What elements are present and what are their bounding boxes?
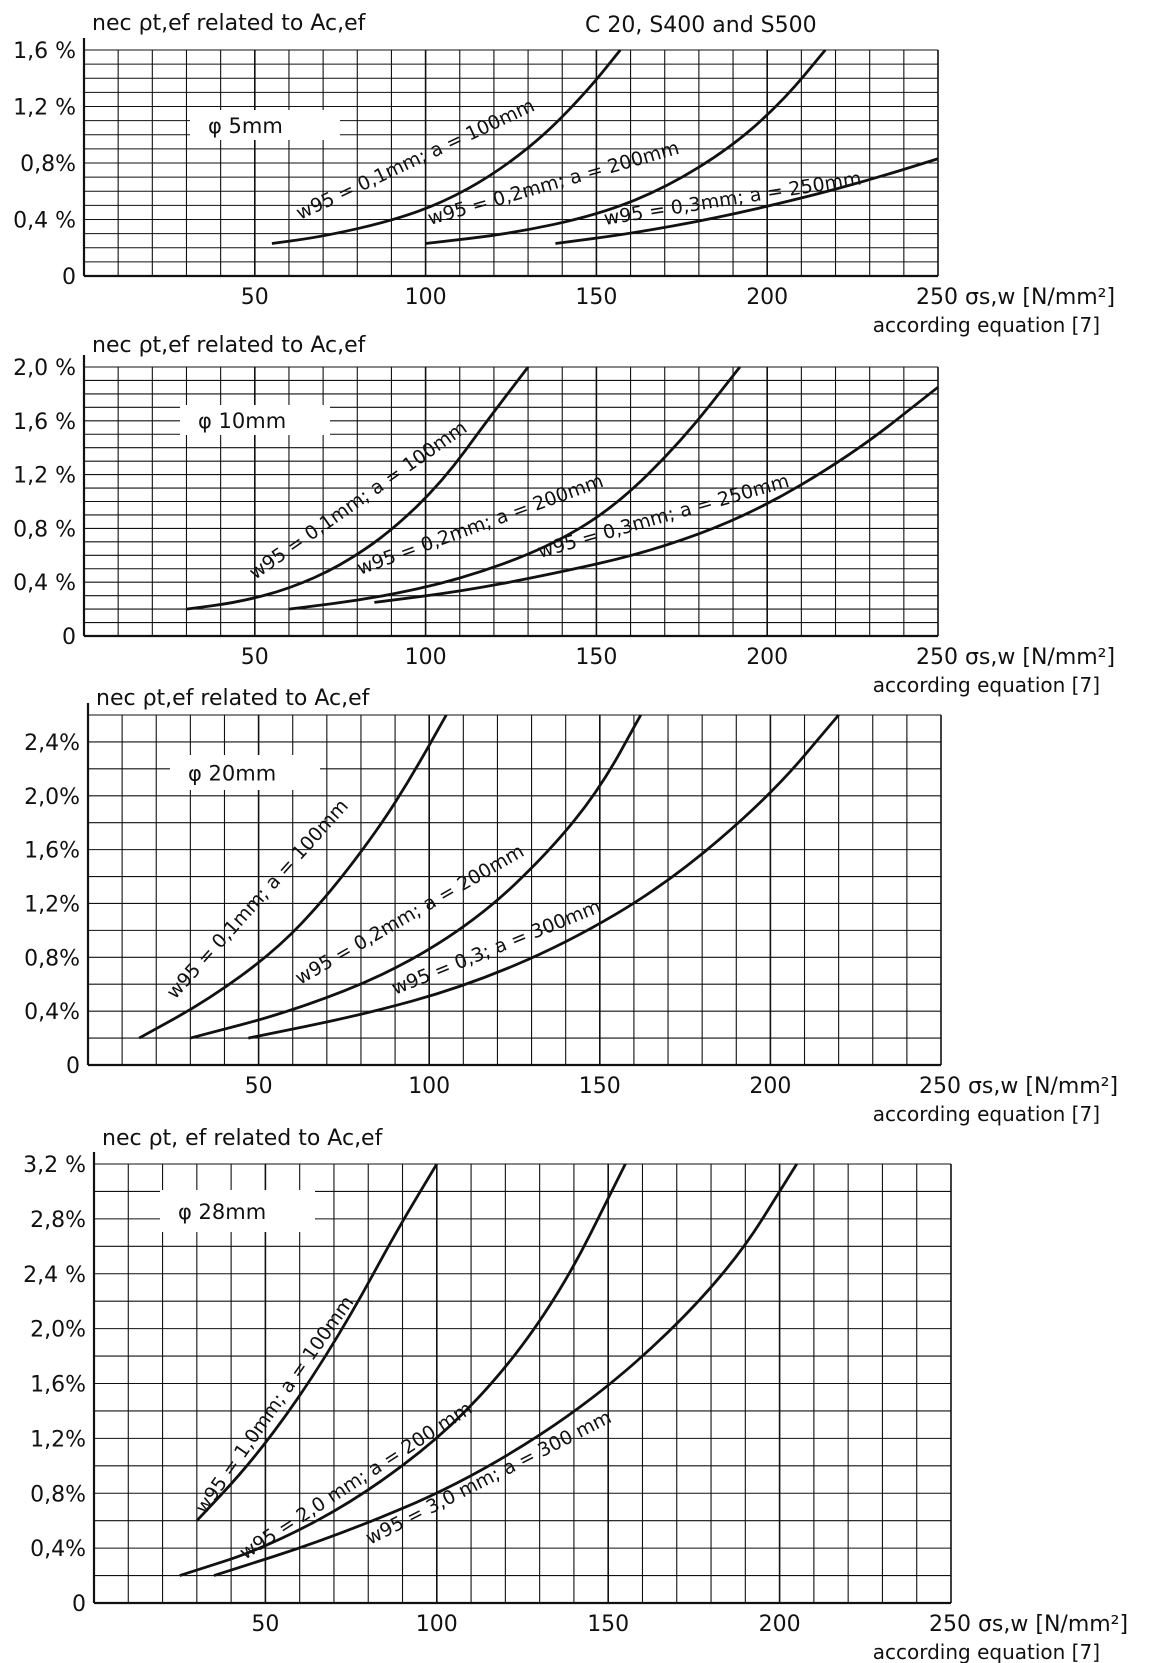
y-tick-label: 2,4 % [23, 1263, 86, 1288]
y-tick-label: 0,8% [20, 152, 76, 177]
x-tick-label: 150 [587, 1612, 629, 1637]
y-tick-label: 1,6% [24, 839, 80, 864]
y-tick-label: 1,2% [30, 1427, 86, 1452]
curve-series-2 [190, 714, 642, 1040]
grid [87, 714, 942, 1066]
x-tick-label: 100 [416, 1612, 458, 1637]
x-tick-label: 150 [575, 645, 617, 670]
y-tick-label: 0,4 % [13, 571, 76, 596]
x-tick-label: 200 [749, 1074, 791, 1099]
diameter-label: φ 28mm [178, 1200, 266, 1224]
diameter-label: φ 10mm [198, 409, 286, 433]
chart-panel-4: 0 0,4% 0,8% 1,2% 1,6% 2,0% 2,4 % 2,8% 3,2 % 50 100… [23, 1126, 1128, 1663]
diameter-box [180, 405, 330, 435]
x-axis-label: 250 σs,w [N/mm²] [916, 645, 1115, 670]
chart-panel-2: 0 0,4 % 0,8 % 1,2 % 1,6 % 2,0 % 50 100 150 200 250… [13, 333, 1115, 697]
x-tick-label: 150 [575, 285, 617, 310]
x-axis-note: according equation [7] [873, 1102, 1100, 1126]
x-tick-label: 50 [241, 285, 269, 310]
y-tick-label: 2,0 % [13, 356, 76, 381]
x-axis-label: 250 σs,w [N/mm²] [929, 1612, 1128, 1637]
diameter-box [160, 1190, 315, 1232]
curve-series-2 [288, 366, 741, 611]
y-tick-label: 2,8% [30, 1208, 86, 1233]
curve-series-1 [138, 714, 448, 1040]
y-tick-label: 2,0% [24, 785, 80, 810]
y-tick-label: 0,4% [24, 1000, 80, 1025]
x-axis-label: 250 σs,w [N/mm²] [916, 285, 1115, 310]
x-tick-label: 100 [405, 645, 447, 670]
y-tick-label: 0,8% [30, 1482, 86, 1507]
y-axis-label: nec ρt,ef related to Ac,ef [92, 11, 367, 36]
x-axis-note: according equation [7] [873, 313, 1100, 337]
y-tick-label: 0 [62, 265, 76, 290]
curve-series-3 [213, 1163, 798, 1577]
chart-panel-1: 0 0,4 % 0,8% 1,2 % 1,6 % 50 100 150 200 250 σs,w … [13, 11, 1115, 337]
diameter-label: φ 20mm [188, 762, 276, 786]
x-axis-label: 250 σs,w [N/mm²] [919, 1074, 1118, 1099]
y-tick-label: 1,6 % [13, 410, 76, 435]
grid [93, 1163, 952, 1604]
y-tick-label: 3,2 % [23, 1153, 86, 1178]
y-tick-label: 0,8% [24, 946, 80, 971]
y-tick-label: 1,2 % [13, 96, 76, 121]
y-tick-label: 1,2 % [13, 464, 76, 489]
y-tick-label: 0,8 % [13, 517, 76, 542]
y-tick-label: 1,6 % [13, 39, 76, 64]
x-axis-note: according equation [7] [873, 673, 1100, 697]
x-tick-label: 200 [746, 645, 788, 670]
x-tick-label: 200 [746, 285, 788, 310]
grid [83, 49, 939, 277]
curve-series-3 [374, 386, 939, 604]
x-tick-label: 200 [759, 1612, 801, 1637]
x-axis-note: according equation [7] [873, 1640, 1100, 1663]
diameter-label: φ 5mm [208, 114, 283, 138]
y-tick-label: 0,4 % [13, 209, 76, 234]
y-tick-label: 1,6% [30, 1373, 86, 1398]
x-tick-label: 150 [579, 1074, 621, 1099]
y-tick-label: 0 [62, 625, 76, 650]
x-tick-label: 50 [251, 1612, 279, 1637]
y-tick-label: 2,4% [24, 731, 80, 756]
x-tick-label: 100 [408, 1074, 450, 1099]
charts-container: 0 0,4 % 0,8% 1,2 % 1,6 % 50 100 150 200 250 σs,w … [13, 11, 1128, 1663]
y-axis-label: nec ρt, ef related to Ac,ef [102, 1126, 384, 1151]
curve-series-2 [425, 49, 827, 245]
y-tick-label: 2,0% [30, 1318, 86, 1343]
diameter-box [190, 110, 340, 140]
diameter-box [170, 755, 320, 790]
y-axis-label: nec ρt,ef related to Ac,ef [92, 333, 367, 358]
y-tick-label: 0 [66, 1054, 80, 1079]
x-tick-label: 50 [241, 645, 269, 670]
curve-series-3 [248, 714, 840, 1040]
x-tick-label: 100 [405, 285, 447, 310]
curve-series-3 [555, 157, 939, 245]
chart-panel-3: 0 0,4% 0,8% 1,2% 1,6% 2,0% 2,4% 50 100 150 200 250 … [24, 686, 1118, 1126]
curve-series-2 [179, 1163, 627, 1577]
curve-label-3: w95 = 3,0 mm; a = 300 mm [362, 1406, 615, 1549]
curve-series-1 [195, 1163, 439, 1522]
x-tick-label: 50 [245, 1074, 273, 1099]
page-header: C 20, S400 and S500 [585, 13, 817, 38]
y-tick-label: 0,4% [30, 1537, 86, 1562]
y-tick-label: 0 [72, 1592, 86, 1617]
curve-series-1 [271, 49, 622, 245]
y-tick-label: 1,2% [24, 892, 80, 917]
curve-series-1 [186, 366, 530, 611]
y-axis-label: nec ρt,ef related to Ac,ef [96, 686, 371, 711]
